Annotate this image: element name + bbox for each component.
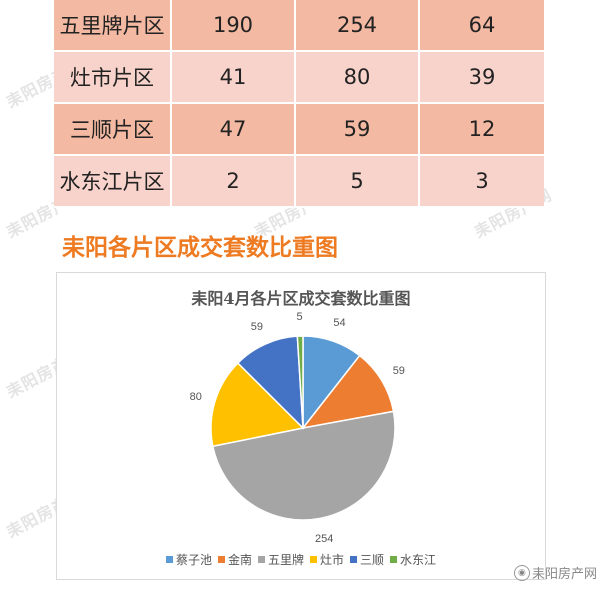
pie-data-label: 254 [315, 533, 333, 545]
legend-swatch [350, 556, 358, 563]
table-cell-value: 80 [296, 52, 420, 102]
pie-chart-svg: 54 59 254 80 59 5 [190, 311, 405, 545]
pie-slice-4 [236, 335, 304, 430]
legend-swatch [257, 556, 265, 563]
legend-item: 水东江 [390, 551, 436, 568]
pie-data-label: 59 [251, 321, 263, 333]
legend-label: 五里牌 [267, 553, 304, 567]
legend-item: 灶市 [310, 551, 344, 568]
legend-swatch [310, 556, 317, 563]
table-cell-district: 三顺片区 [54, 104, 172, 154]
legend-label: 蔡子池 [175, 553, 212, 567]
weibo-icon: ◉ [513, 564, 530, 581]
legend-item: 金南 [217, 551, 252, 568]
table-row: 三顺片区 47 59 12 [54, 104, 544, 156]
table-cell-district: 灶市片区 [54, 52, 172, 102]
chart-legend: 蔡子池 金南 五里牌 灶市 三顺 水东江 [57, 551, 545, 568]
table-row: 灶市片区 41 80 39 [54, 52, 544, 104]
table-cell-value: 190 [172, 0, 296, 50]
table-cell-value: 254 [296, 0, 420, 50]
table-cell-value: 59 [296, 104, 420, 154]
pie-data-label: 80 [190, 391, 202, 403]
table-cell-value: 39 [468, 65, 496, 89]
table-cell-value: 41 [172, 52, 296, 102]
brand-watermark: ◉ 耒阳房产网 [513, 563, 597, 582]
legend-item: 三顺 [350, 551, 384, 568]
brand-text: 耒阳房产网 [531, 567, 597, 582]
pie-slice-3 [210, 361, 305, 448]
legend-label: 三顺 [360, 553, 385, 567]
pie-slice-1 [301, 354, 395, 430]
legend-swatch [165, 556, 173, 563]
pie-data-label: 59 [393, 365, 405, 377]
legend-swatch [217, 556, 225, 563]
table-cell-district: 五里牌片区 [54, 0, 172, 50]
table-cell-value: 3 [475, 169, 489, 193]
district-table: 五里牌片区 190 254 64 灶市片区 41 80 39 三顺片区 47 5… [54, 0, 544, 208]
table-cell-value: 47 [172, 104, 296, 154]
pie-slice-2 [211, 410, 396, 521]
pie-data-label: 54 [333, 317, 345, 329]
table-cell-value: 12 [468, 117, 496, 141]
pie-data-label: 5 [296, 311, 302, 323]
table-row: 水东江片区 2 5 3 [54, 156, 544, 208]
table-cell-district: 水东江片区 [54, 156, 172, 206]
table-cell-value: 2 [172, 156, 296, 206]
chart-title: 耒阳4月各片区成交套数比重图 [191, 289, 411, 308]
legend-swatch [390, 556, 398, 563]
legend-item: 五里牌 [257, 551, 304, 568]
pie-chart: 耒阳4月各片区成交套数比重图 54 59 254 80 59 5 蔡子池 金南 五里牌 灶市 三顺… [56, 272, 546, 580]
legend-label: 灶市 [320, 553, 345, 567]
pie-slice-5 [296, 335, 304, 429]
legend-label: 金南 [227, 553, 252, 567]
table-row: 五里牌片区 190 254 64 [54, 0, 544, 52]
legend-label: 水东江 [400, 553, 437, 567]
legend-item: 蔡子池 [165, 551, 212, 568]
table-cell-value: 5 [296, 156, 420, 206]
table-cell-value: 64 [468, 13, 496, 37]
section-title: 耒阳各片区成交套数比重图 [62, 235, 338, 261]
